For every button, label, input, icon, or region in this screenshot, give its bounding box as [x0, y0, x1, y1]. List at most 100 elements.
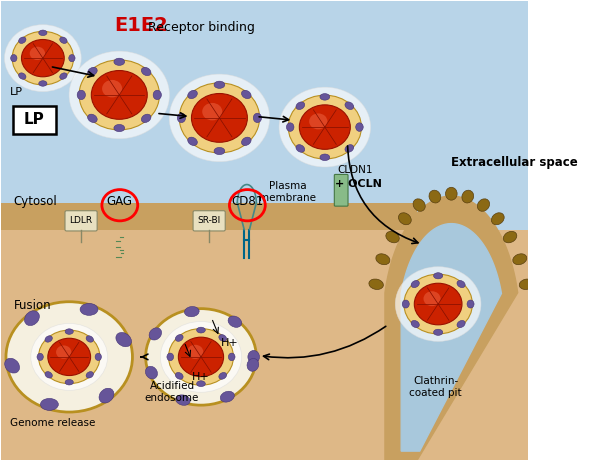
Ellipse shape: [77, 90, 85, 100]
Circle shape: [178, 337, 224, 377]
Ellipse shape: [153, 90, 161, 100]
Ellipse shape: [219, 335, 227, 341]
Polygon shape: [385, 196, 518, 460]
Ellipse shape: [491, 213, 504, 225]
Text: LP: LP: [24, 112, 45, 127]
Circle shape: [21, 40, 64, 77]
Polygon shape: [401, 224, 501, 451]
Circle shape: [423, 291, 441, 306]
Ellipse shape: [286, 123, 294, 131]
FancyBboxPatch shape: [1, 1, 528, 230]
Ellipse shape: [37, 353, 44, 361]
Ellipse shape: [220, 391, 234, 402]
Ellipse shape: [214, 81, 225, 89]
Ellipse shape: [69, 54, 75, 62]
Circle shape: [395, 267, 481, 341]
Ellipse shape: [188, 137, 197, 146]
Ellipse shape: [513, 254, 527, 265]
Text: Genome release: Genome release: [10, 418, 95, 428]
Circle shape: [31, 324, 108, 390]
Text: Cytosol: Cytosol: [14, 195, 58, 208]
Ellipse shape: [356, 123, 363, 131]
Ellipse shape: [320, 94, 330, 100]
Text: Fusion: Fusion: [14, 299, 51, 312]
Ellipse shape: [457, 280, 465, 288]
Ellipse shape: [176, 395, 190, 405]
FancyBboxPatch shape: [1, 203, 417, 230]
Ellipse shape: [411, 320, 419, 328]
Ellipse shape: [114, 124, 125, 132]
Ellipse shape: [399, 213, 411, 225]
Ellipse shape: [39, 81, 47, 86]
Ellipse shape: [65, 329, 73, 334]
Ellipse shape: [145, 366, 157, 379]
Text: SR-BI: SR-BI: [197, 216, 220, 225]
Ellipse shape: [402, 300, 409, 308]
Ellipse shape: [241, 90, 251, 99]
Circle shape: [56, 345, 71, 359]
Text: Plasma
membrane: Plasma membrane: [259, 181, 316, 203]
Ellipse shape: [19, 37, 26, 43]
Ellipse shape: [386, 231, 399, 243]
Ellipse shape: [11, 54, 17, 62]
Ellipse shape: [141, 67, 151, 76]
Circle shape: [414, 283, 462, 325]
Circle shape: [202, 103, 222, 120]
FancyBboxPatch shape: [335, 174, 348, 206]
Ellipse shape: [45, 372, 52, 378]
Ellipse shape: [411, 280, 419, 288]
Ellipse shape: [504, 231, 517, 243]
Text: LP: LP: [10, 87, 23, 97]
Circle shape: [299, 105, 350, 149]
Ellipse shape: [519, 279, 534, 290]
Text: Receptor binding: Receptor binding: [147, 21, 254, 34]
Ellipse shape: [86, 372, 94, 378]
Circle shape: [309, 113, 327, 130]
Text: GAG: GAG: [107, 195, 133, 208]
Ellipse shape: [95, 353, 101, 361]
Ellipse shape: [345, 102, 353, 110]
Ellipse shape: [197, 381, 206, 387]
Ellipse shape: [413, 199, 425, 211]
Circle shape: [91, 71, 147, 119]
Ellipse shape: [114, 58, 125, 65]
Circle shape: [79, 60, 160, 130]
Circle shape: [48, 338, 91, 376]
Ellipse shape: [41, 398, 58, 410]
Ellipse shape: [59, 73, 67, 79]
Circle shape: [187, 345, 203, 359]
Ellipse shape: [247, 359, 259, 371]
Ellipse shape: [457, 320, 465, 328]
Circle shape: [179, 83, 260, 153]
Ellipse shape: [429, 190, 441, 203]
Text: E1E2: E1E2: [114, 16, 168, 35]
Circle shape: [69, 51, 170, 139]
Ellipse shape: [445, 187, 457, 200]
FancyBboxPatch shape: [14, 106, 55, 134]
Ellipse shape: [376, 254, 390, 265]
Ellipse shape: [369, 279, 383, 290]
Text: Clathrin-
coated pit: Clathrin- coated pit: [409, 376, 462, 398]
Circle shape: [168, 329, 233, 385]
Ellipse shape: [176, 335, 183, 341]
Ellipse shape: [197, 327, 206, 333]
Ellipse shape: [25, 311, 39, 325]
Circle shape: [404, 274, 472, 334]
Circle shape: [279, 87, 370, 167]
Circle shape: [102, 80, 122, 97]
FancyBboxPatch shape: [1, 230, 528, 460]
Ellipse shape: [184, 307, 199, 317]
Ellipse shape: [248, 350, 260, 363]
Circle shape: [38, 330, 100, 384]
Ellipse shape: [228, 316, 241, 327]
Ellipse shape: [434, 273, 443, 279]
Ellipse shape: [296, 102, 305, 110]
Ellipse shape: [345, 145, 353, 152]
Circle shape: [169, 74, 270, 162]
Ellipse shape: [188, 90, 197, 99]
Text: CLDN1: CLDN1: [337, 165, 372, 175]
Text: LDLR: LDLR: [70, 216, 92, 225]
Circle shape: [29, 47, 45, 60]
Ellipse shape: [59, 37, 67, 43]
Ellipse shape: [241, 137, 251, 146]
